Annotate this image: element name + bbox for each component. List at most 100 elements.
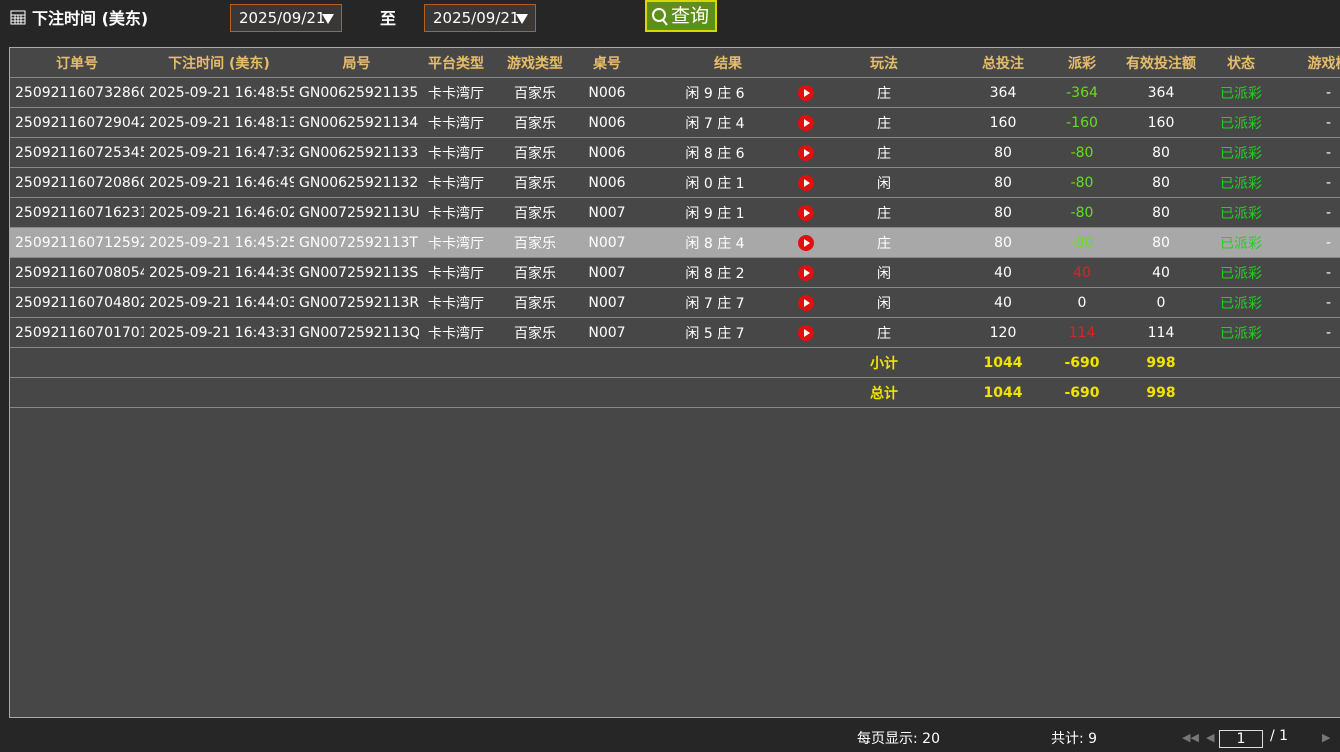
- order-id: 250921160725345: [10, 137, 144, 168]
- game-type: 百家乐: [493, 77, 577, 108]
- replay-button[interactable]: [798, 234, 814, 251]
- replay-button[interactable]: [798, 294, 814, 311]
- query-button[interactable]: 查询: [645, 0, 717, 32]
- result: 闲 8 庄 6: [637, 137, 793, 168]
- replay-button[interactable]: [798, 84, 814, 101]
- bet-type: 庄: [819, 137, 949, 168]
- payout: -80: [1057, 167, 1107, 198]
- order-id: 250921160720860: [10, 167, 144, 198]
- result: 闲 0 庄 1: [637, 167, 793, 198]
- summary-spacer: [10, 347, 819, 378]
- column-header: 总投注: [949, 48, 1057, 78]
- table-id: N006: [577, 77, 637, 108]
- summary-spacer: [10, 377, 819, 408]
- status: 已派彩: [1215, 167, 1267, 198]
- column-header: 订单号: [10, 48, 144, 78]
- payout: -364: [1057, 77, 1107, 108]
- bet-type: 庄: [819, 77, 949, 108]
- platform: 卡卡湾厅: [419, 197, 493, 228]
- round-id: GN0072592113R: [294, 287, 419, 318]
- bet-time: 2025-09-21 16:44:03: [144, 287, 294, 318]
- page-input[interactable]: 1: [1219, 730, 1263, 748]
- table-id: N006: [577, 107, 637, 138]
- bet-time: 2025-09-21 16:46:49: [144, 167, 294, 198]
- replay-button[interactable]: [798, 174, 814, 191]
- round-id: GN0072592113T: [294, 227, 419, 258]
- result: 闲 5 庄 7: [637, 317, 793, 348]
- date-from-text: 2025/09/21: [239, 9, 326, 27]
- bet-time: 2025-09-21 16:48:55: [144, 77, 294, 108]
- record-row: 250921160704802 2025-09-21 16:44:03 GN0072…: [10, 287, 1340, 318]
- platform: 卡卡湾厅: [419, 137, 493, 168]
- order-id: 250921160708054: [10, 257, 144, 288]
- record-row: 250921160725345 2025-09-21 16:47:32 GN0062…: [10, 137, 1340, 168]
- total-bet: 40: [949, 287, 1057, 318]
- platform: 卡卡湾厅: [419, 77, 493, 108]
- game-type: 百家乐: [493, 227, 577, 258]
- query-text: 查询: [671, 5, 710, 27]
- round-id: GN0072592113U: [294, 197, 419, 228]
- summary-row: 总计 1044 -690 998: [10, 377, 1340, 408]
- bet-time: 2025-09-21 16:44:39: [144, 257, 294, 288]
- table-panel: 订单号 下注时间 (美东) 局号 平台类型 游戏类型 桌号 结果 玩法 总投注 派彩 有效投注额 状态…: [9, 47, 1340, 718]
- result: 闲 7 庄 4: [637, 107, 793, 138]
- game-type: 百家乐: [493, 197, 577, 228]
- bet-time: 2025-09-21 16:43:31: [144, 317, 294, 348]
- replay-button[interactable]: [798, 264, 814, 281]
- first-page[interactable]: ◀◀: [1182, 731, 1199, 744]
- next-page[interactable]: ▶: [1322, 731, 1331, 744]
- game-mode: -: [1267, 77, 1340, 108]
- replay-cell: [793, 107, 819, 138]
- game-type: 百家乐: [493, 137, 577, 168]
- replay-button[interactable]: [798, 144, 814, 161]
- total-bet: 80: [949, 137, 1057, 168]
- round-id: GN0072592113S: [294, 257, 419, 288]
- game-type: 百家乐: [493, 107, 577, 138]
- to-label: 至: [380, 9, 397, 28]
- record-row: 250921160729042 2025-09-21 16:48:13 GN0062…: [10, 107, 1340, 138]
- platform: 卡卡湾厅: [419, 257, 493, 288]
- replay-cell: [793, 257, 819, 288]
- payout: 0: [1057, 287, 1107, 318]
- valid-bet: 114: [1107, 317, 1215, 348]
- game-type: 百家乐: [493, 257, 577, 288]
- date-to[interactable]: 2025/09/21: [424, 4, 536, 32]
- summary-total-bet: 1044: [949, 347, 1057, 378]
- total-bet: 160: [949, 107, 1057, 138]
- replay-button[interactable]: [798, 114, 814, 131]
- date-from[interactable]: 2025/09/21: [230, 4, 342, 32]
- bet-type: 闲: [819, 287, 949, 318]
- bet-time: 2025-09-21 16:46:02: [144, 197, 294, 228]
- round-id: GN00625921135: [294, 77, 419, 108]
- bet-type: 庄: [819, 317, 949, 348]
- table-id: N007: [577, 317, 637, 348]
- total-bet: 120: [949, 317, 1057, 348]
- toolbar: 下注时间 (美东) 2025/09/21 至 2025/09/21 查询: [0, 0, 1340, 40]
- column-header: 游戏模: [1267, 48, 1340, 78]
- status: 已派彩: [1215, 107, 1267, 138]
- game-mode: -: [1267, 257, 1340, 288]
- bet-type: 庄: [819, 107, 949, 138]
- order-id: 250921160712592: [10, 227, 144, 258]
- record-row: 250921160708054 2025-09-21 16:44:39 GN0072…: [10, 257, 1340, 288]
- result: 闲 9 庄 6: [637, 77, 793, 108]
- table-id: N007: [577, 227, 637, 258]
- bet-time: 2025-09-21 16:47:32: [144, 137, 294, 168]
- platform: 卡卡湾厅: [419, 227, 493, 258]
- record-row: 250921160712592 2025-09-21 16:45:25 GN0072…: [10, 227, 1340, 258]
- prev-page[interactable]: ◀: [1206, 731, 1215, 744]
- table-id: N006: [577, 167, 637, 198]
- result: 闲 7 庄 7: [637, 287, 793, 318]
- replay-button[interactable]: [798, 324, 814, 341]
- table-id: N007: [577, 287, 637, 318]
- valid-bet: 80: [1107, 167, 1215, 198]
- payout: -160: [1057, 107, 1107, 138]
- bet-type: 闲: [819, 167, 949, 198]
- record-row: 250921160716231 2025-09-21 16:46:02 GN0072…: [10, 197, 1340, 228]
- valid-bet: 40: [1107, 257, 1215, 288]
- valid-bet: 0: [1107, 287, 1215, 318]
- replay-button[interactable]: [798, 204, 814, 221]
- valid-bet: 80: [1107, 227, 1215, 258]
- platform: 卡卡湾厅: [419, 107, 493, 138]
- bet-type: 庄: [819, 197, 949, 228]
